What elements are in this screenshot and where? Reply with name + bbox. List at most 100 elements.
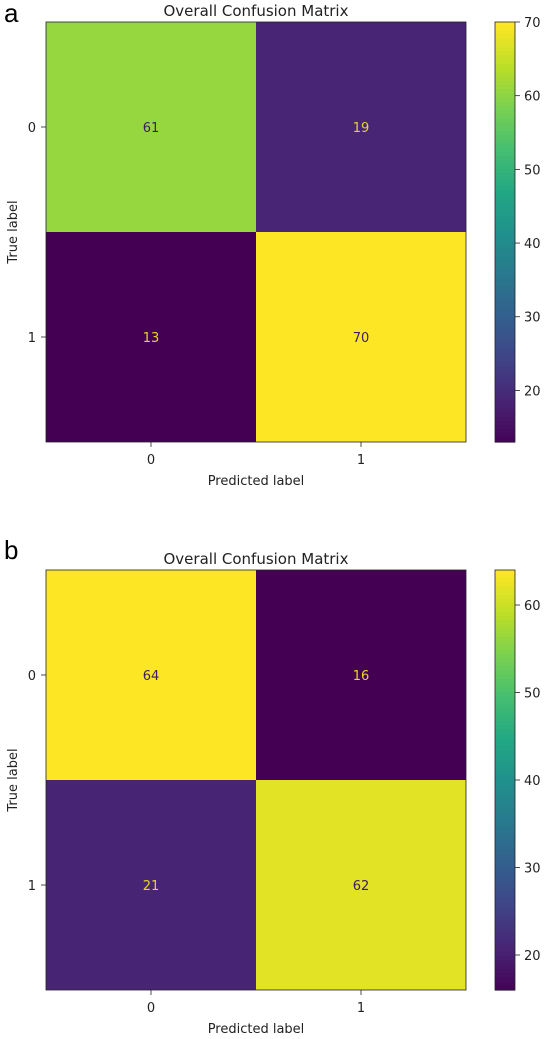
colorbar-segment (495, 767, 515, 773)
colorbar-segment (495, 969, 515, 974)
y-tick-label: 0 (28, 669, 36, 684)
colorbar-segment (495, 43, 515, 48)
colorbar-segment (495, 670, 515, 676)
y-tick-label: 0 (28, 121, 36, 136)
colorbar-segment (495, 97, 515, 103)
colorbar-segment (495, 788, 515, 794)
colorbar-segment (495, 796, 515, 802)
colorbar-segment (495, 358, 515, 363)
colorbar-segment (495, 164, 515, 170)
colorbar-segment (495, 173, 515, 178)
colorbar-segment (495, 784, 515, 789)
matrix-cell (46, 22, 256, 232)
colorbar-segment (495, 169, 515, 174)
colorbar-segment (495, 85, 515, 90)
x-tick-label: 1 (357, 453, 365, 468)
colorbar-segment (495, 662, 515, 668)
colorbar-segment (495, 843, 515, 848)
colorbar-segment (495, 985, 515, 991)
colorbar-segment (495, 864, 515, 869)
colorbar-segment (495, 236, 515, 241)
colorbar-segment (495, 574, 515, 579)
colorbar-segment (495, 253, 515, 258)
confusion-matrix-a: Overall Confusion Matrix 61 19 13 70 0 1 0 1 Pred… (6, 2, 541, 489)
colorbar-segment (495, 679, 515, 684)
colorbar-segment (495, 612, 515, 617)
colorbar-segment (495, 38, 515, 44)
colorbar-tick-label: 20 (524, 949, 541, 964)
colorbar-segment (495, 202, 515, 208)
colorbar-tick-label: 50 (524, 687, 541, 702)
colorbar-segment (495, 337, 515, 342)
colorbar-segment (495, 591, 515, 596)
colorbar-segment (495, 738, 515, 743)
colorbar-segment (495, 311, 515, 317)
colorbar-segment (495, 181, 515, 187)
colorbar-tick-label: 60 (524, 599, 541, 614)
colorbar-segment (495, 628, 515, 634)
colorbar-segment (495, 316, 515, 321)
colorbar-segment (495, 763, 515, 768)
colorbar-segment (495, 22, 515, 27)
colorbar-segment (495, 148, 515, 153)
colorbar-segment (495, 190, 515, 195)
colorbar-segment (495, 353, 515, 359)
colorbar-segment (495, 973, 515, 978)
colorbar-segment (495, 889, 515, 894)
colorbar-segment (495, 366, 515, 372)
matrix-cell (256, 780, 466, 990)
colorbar-segment (495, 106, 515, 111)
colorbar-segment (495, 700, 515, 705)
colorbar-segment (495, 939, 515, 945)
x-tick-label: 1 (357, 1001, 365, 1016)
colorbar-segment (495, 582, 515, 588)
colorbar-segment (495, 89, 515, 94)
colorbar-segment (495, 391, 515, 397)
colorbar-segment (495, 345, 515, 351)
colorbar-segment (495, 55, 515, 61)
matrix-cell (46, 232, 256, 442)
colorbar-segment (495, 303, 515, 309)
colorbar-segment (495, 620, 515, 626)
colorbar-segment (495, 160, 515, 166)
colorbar-segment (495, 383, 515, 388)
colorbar-segment (495, 156, 515, 162)
colorbar-segment (495, 914, 515, 920)
colorbar-segment (495, 421, 515, 426)
colorbar-segment (495, 624, 515, 630)
x-tick-label: 0 (147, 1001, 155, 1016)
colorbar-segment (495, 981, 515, 987)
x-tick-label: 0 (147, 453, 155, 468)
colorbar-segment (495, 956, 515, 962)
colorbar-segment (495, 830, 515, 836)
panel-letter-b: b (4, 535, 19, 565)
colorbar-segment (495, 952, 515, 957)
colorbar-segment (495, 240, 515, 246)
colorbar-segment (495, 872, 515, 878)
colorbar-segment (495, 801, 515, 806)
colorbar-segment (495, 101, 515, 107)
colorbar-segment (495, 595, 515, 600)
colorbar-segment (495, 733, 515, 739)
colorbar-segment (495, 223, 515, 229)
colorbar-segment (495, 286, 515, 292)
cell-value-label: 62 (353, 879, 370, 894)
colorbar-segment (495, 143, 515, 149)
colorbar-segment (495, 868, 515, 873)
colorbar-tick-label: 50 (524, 163, 541, 178)
colorbar-tick-label: 40 (524, 237, 541, 252)
colorbar-segment (495, 278, 515, 283)
colorbar-segment (495, 645, 515, 651)
y-axis-label: True label (6, 200, 21, 264)
colorbar-segment (495, 851, 515, 857)
colorbar-segment (495, 696, 515, 701)
colorbar-segment (495, 792, 515, 798)
colorbar-segment (495, 704, 515, 710)
colorbar-segment (495, 675, 515, 680)
colorbar-segment (495, 742, 515, 747)
cell-value-label: 16 (353, 669, 370, 684)
panel-letter-a: a (4, 0, 19, 28)
colorbar-segment (495, 759, 515, 764)
colorbar-segment (495, 282, 515, 288)
y-axis-label: True label (6, 748, 21, 812)
